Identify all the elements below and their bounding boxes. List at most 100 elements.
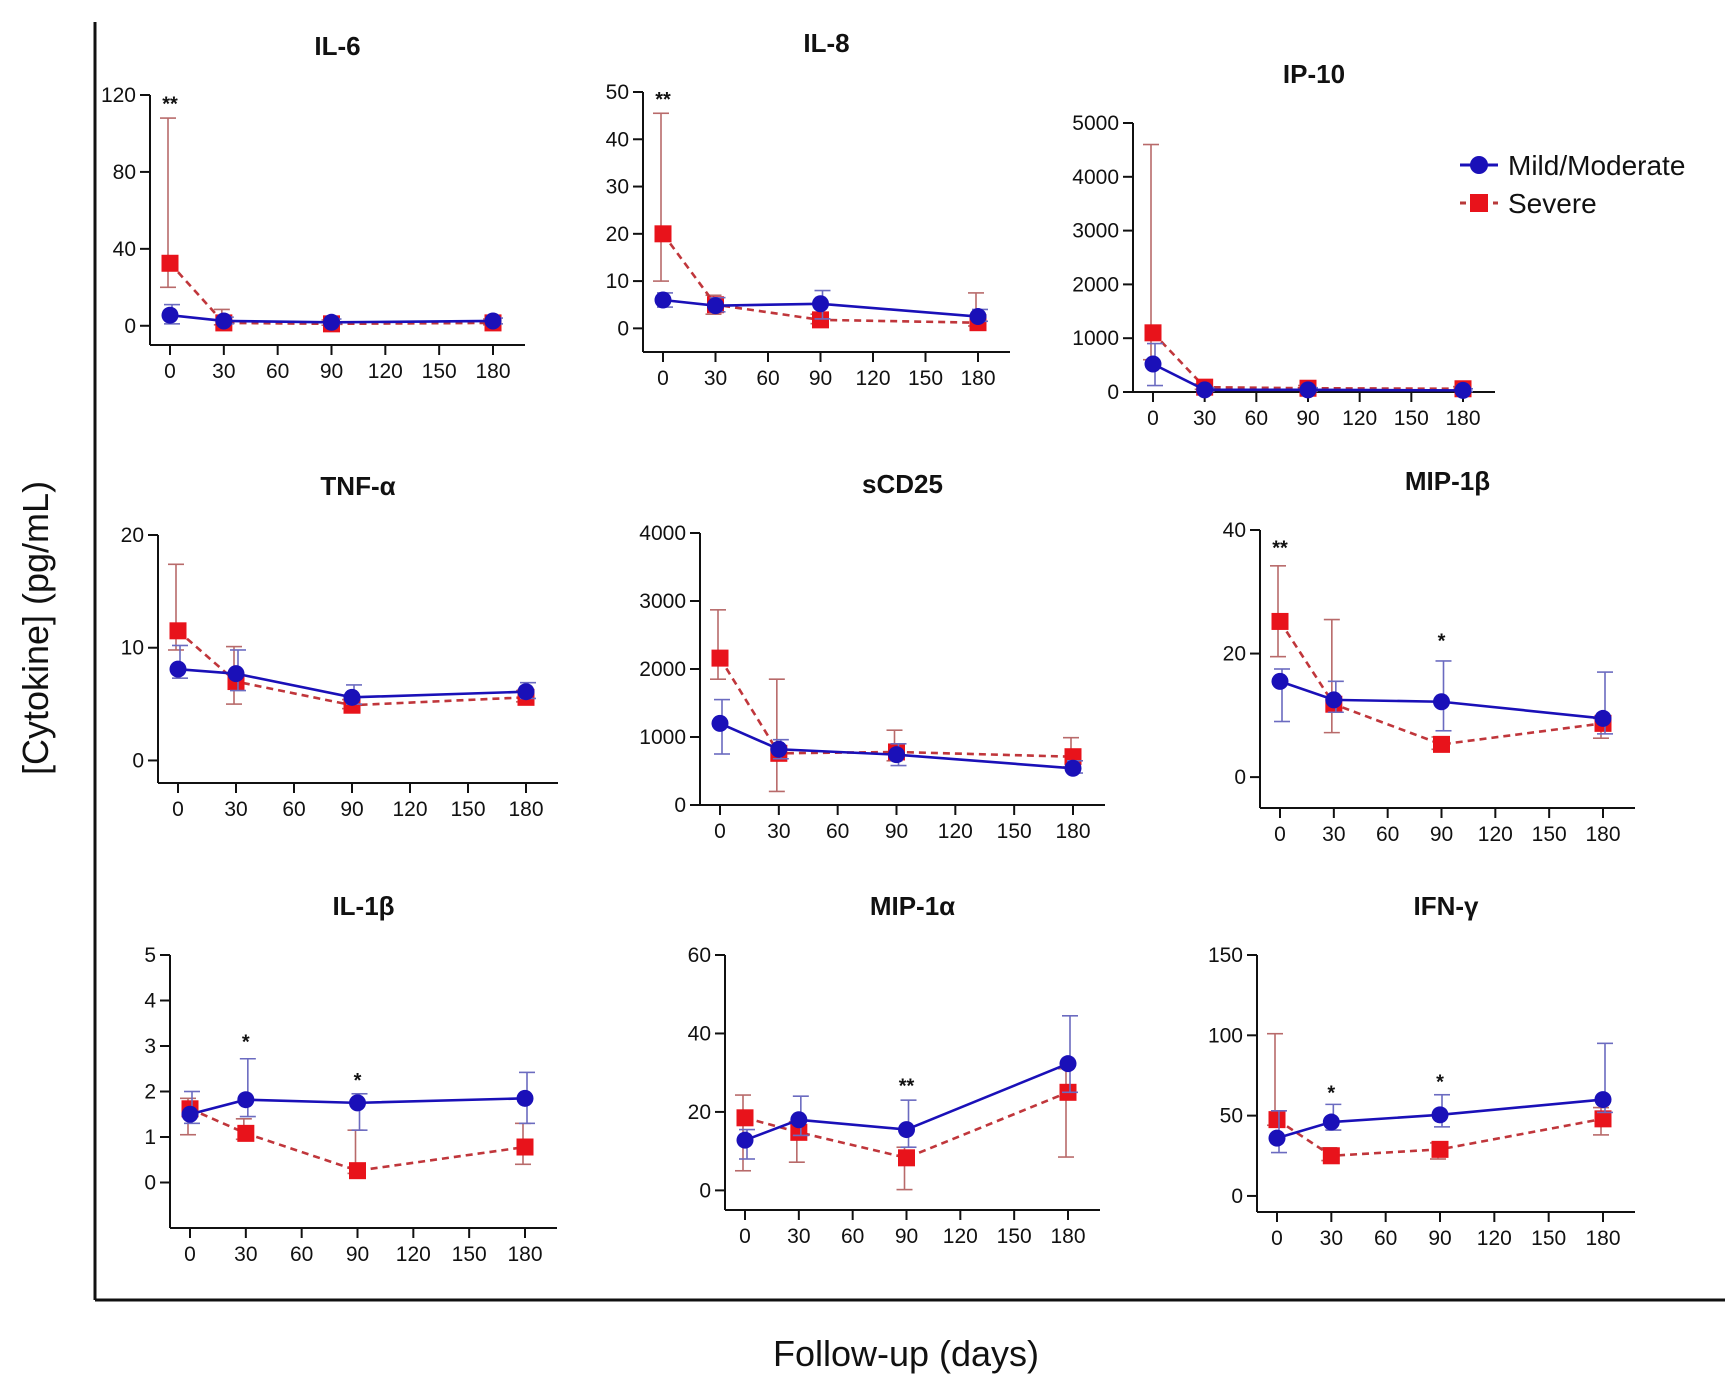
x-tick-label: 120 (1342, 407, 1377, 430)
x-tick-label: 90 (1430, 823, 1453, 846)
series-line-severe (1278, 620, 1604, 746)
x-tick-label: 30 (787, 1225, 810, 1248)
point-severe (1268, 1111, 1286, 1129)
panel-title: MIP-1α (870, 891, 955, 921)
point-severe (161, 254, 179, 272)
x-tick-label: 180 (1585, 823, 1620, 846)
x-tick-label: 150 (1532, 823, 1567, 846)
x-tick-label: 120 (368, 360, 403, 383)
significance-marker: * (354, 1070, 362, 1092)
point-mild (1594, 709, 1612, 727)
panel-6: IL-1β 0 1 2 3 4 5 0 30 60 90 120 150 180 * * (144, 891, 557, 1266)
y-tick-label: 4 (144, 990, 156, 1013)
panel-title: IP-10 (1283, 59, 1345, 89)
y-tick-label: 0 (132, 749, 144, 772)
x-tick-label: 90 (1428, 1227, 1451, 1250)
point-mild (1454, 381, 1472, 399)
point-mild (812, 295, 829, 313)
x-tick-label: 120 (943, 1225, 978, 1248)
x-tick-label: 60 (826, 820, 849, 843)
y-tick-label: 50 (1220, 1105, 1243, 1128)
x-tick-label: 180 (1445, 407, 1480, 430)
point-mild (707, 297, 724, 315)
y-tick-label: 20 (1223, 643, 1246, 666)
x-tick-label: 0 (164, 360, 176, 383)
series-line-severe (169, 262, 494, 326)
significance-marker: ** (655, 89, 671, 111)
x-tick-label: 180 (960, 367, 995, 390)
significance-marker: ** (899, 1075, 915, 1097)
point-mild (1268, 1129, 1286, 1147)
y-axis-title: [Cytokine] (pg/mL) (15, 481, 56, 775)
panel-2: IP-10 0 1000 2000 3000 4000 5000 0 30 60 90 120 150 1… (1072, 59, 1495, 430)
y-tick-label: 1000 (639, 726, 686, 749)
point-mild (1059, 1055, 1077, 1073)
point-severe (654, 225, 672, 243)
point-severe (1431, 1140, 1449, 1158)
significance-marker: * (242, 1031, 250, 1053)
panel-3: TNF-α 0 10 20 0 30 60 90 120 150 180 (121, 471, 558, 821)
significance-marker: ** (1272, 538, 1288, 560)
point-mild (1594, 1091, 1612, 1109)
x-tick-label: 120 (396, 1243, 431, 1266)
panel-1: IL-8 0 10 20 30 40 50 0 30 60 90 120 150 180 ** (606, 28, 1010, 390)
x-tick-label: 90 (340, 798, 363, 821)
x-tick-label: 60 (841, 1225, 864, 1248)
series-line-severe (744, 1091, 1069, 1160)
y-tick-label: 4000 (1072, 166, 1119, 189)
series-line-mild (1152, 362, 1464, 392)
point-severe (349, 1162, 366, 1180)
point-mild (969, 308, 987, 326)
x-tick-label: 90 (320, 360, 343, 383)
legend-severe-marker (1470, 194, 1488, 212)
significance-marker: * (1436, 1071, 1444, 1093)
y-tick-label: 30 (606, 176, 629, 199)
point-mild (169, 660, 187, 678)
y-tick-label: 40 (113, 238, 136, 261)
y-tick-label: 3 (144, 1035, 156, 1058)
point-mild (484, 312, 502, 330)
y-tick-label: 20 (121, 524, 144, 547)
point-mild (1431, 1106, 1449, 1124)
point-severe (1594, 1110, 1612, 1128)
x-tick-label: 0 (714, 820, 726, 843)
y-tick-label: 1000 (1072, 327, 1119, 350)
point-mild (1322, 1113, 1340, 1131)
y-tick-label: 0 (1234, 766, 1246, 789)
x-tick-label: 60 (1376, 823, 1399, 846)
y-tick-label: 3000 (639, 590, 686, 613)
y-tick-label: 100 (1208, 1024, 1243, 1047)
panel-title: TNF-α (320, 471, 395, 501)
panel-title: MIP-1β (1405, 466, 1490, 496)
y-tick-label: 1 (144, 1126, 156, 1149)
x-tick-label: 0 (1147, 407, 1159, 430)
legend-severe-label: Severe (1508, 188, 1597, 219)
point-severe (736, 1109, 754, 1127)
panel-4: sCD25 0 1000 2000 3000 4000 0 30 60 90 120 150 180 (639, 469, 1105, 843)
y-tick-label: 0 (699, 1179, 711, 1202)
x-tick-label: 120 (392, 798, 427, 821)
x-tick-label: 60 (290, 1243, 313, 1266)
x-tick-label: 180 (508, 798, 543, 821)
x-tick-label: 60 (266, 360, 289, 383)
y-tick-label: 40 (688, 1022, 711, 1045)
x-tick-label: 60 (1374, 1227, 1397, 1250)
y-tick-label: 50 (606, 81, 629, 104)
y-tick-label: 2 (144, 1081, 156, 1104)
series-line-mild (169, 313, 494, 324)
point-mild (1271, 672, 1289, 690)
x-tick-label: 180 (1055, 820, 1090, 843)
y-tick-label: 20 (606, 223, 629, 246)
x-tick-label: 120 (1477, 1227, 1512, 1250)
panel-title: IFN-γ (1414, 891, 1480, 921)
point-mild (1299, 381, 1317, 399)
x-tick-label: 180 (1585, 1227, 1620, 1250)
x-tick-label: 120 (855, 367, 890, 390)
y-tick-label: 4000 (639, 522, 686, 545)
panel-8: IFN-γ 0 50 100 150 0 30 60 90 120 150 180 * * (1208, 891, 1635, 1250)
point-severe (169, 622, 187, 640)
point-mild (181, 1105, 199, 1123)
series-line-severe (189, 1107, 526, 1173)
